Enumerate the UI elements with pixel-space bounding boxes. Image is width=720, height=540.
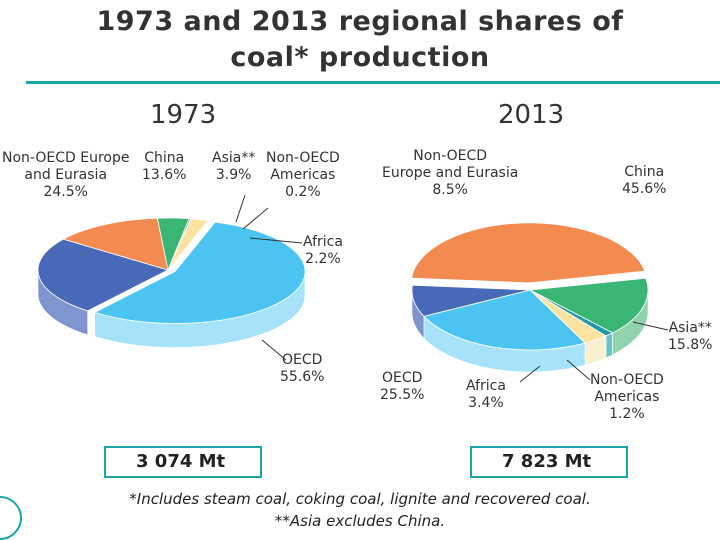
- side-2013-non-oecd-americas: [605, 332, 613, 359]
- title-line-2: coal* production: [230, 42, 490, 73]
- leader-asia-1973: [235, 194, 246, 223]
- footnote-coal: *Includes steam coal, coking coal, ligni…: [129, 490, 591, 508]
- label-1973-china: China 13.6%: [142, 150, 187, 183]
- label-2013-asia: Asia** 15.8%: [668, 320, 713, 353]
- label-1973-asia: Asia** 3.9%: [212, 150, 256, 183]
- label-2013-china: China 45.6%: [622, 164, 667, 197]
- title-divider: [26, 81, 720, 84]
- leader-americas-2013: [566, 359, 591, 381]
- label-2013-noecd-europe: Non-OECD Europe and Eurasia 8.5%: [382, 148, 519, 198]
- slice-1973-china: [62, 217, 169, 271]
- label-2013-africa: Africa 3.4%: [466, 378, 506, 411]
- leader-africa-2013: [519, 365, 541, 383]
- leader-americas-1973: [242, 207, 269, 230]
- leader-asia-2013: [632, 321, 669, 331]
- title-line-1: 1973 and 2013 regional shares of: [96, 6, 624, 37]
- slice-2013-china: [411, 222, 646, 284]
- chart-title: 1973 and 2013 regional shares of coal* p…: [0, 4, 720, 76]
- pie-2013: [411, 222, 649, 373]
- label-1973-noecd-americas: Non-OECD Americas 0.2%: [266, 150, 340, 200]
- leader-africa-1973: [249, 237, 303, 244]
- label-1973-africa: Africa 2.2%: [303, 234, 343, 267]
- pie-1973: [37, 217, 306, 348]
- label-1973-noecd-europe: Non-OECD Europe and Eurasia 24.5%: [2, 150, 130, 200]
- leader-oecd-1973: [261, 339, 287, 361]
- footnote-asia: **Asia excludes China.: [274, 512, 446, 530]
- slice-1973-oecd: [93, 221, 306, 324]
- slice-1973-africa: [167, 218, 209, 271]
- label-leaders: [235, 194, 669, 383]
- slice-1973-non-oecd-europe-and-eurasia: [37, 238, 170, 312]
- year-1973: 1973: [150, 100, 217, 130]
- slice-2013-non-oecd-europe-and-eurasia: [411, 284, 531, 317]
- slice-2013-asia: [528, 277, 649, 334]
- label-2013-noecd-americas: Non-OECD Americas 1.2%: [590, 372, 664, 422]
- year-2013: 2013: [498, 100, 565, 130]
- label-2013-oecd: OECD 25.5%: [380, 370, 425, 403]
- total-2013: 7 823 Mt: [470, 446, 628, 478]
- slice-2013-oecd: [423, 289, 586, 351]
- label-1973-oecd: OECD 55.6%: [280, 352, 325, 385]
- total-1973: 3 074 Mt: [104, 446, 262, 478]
